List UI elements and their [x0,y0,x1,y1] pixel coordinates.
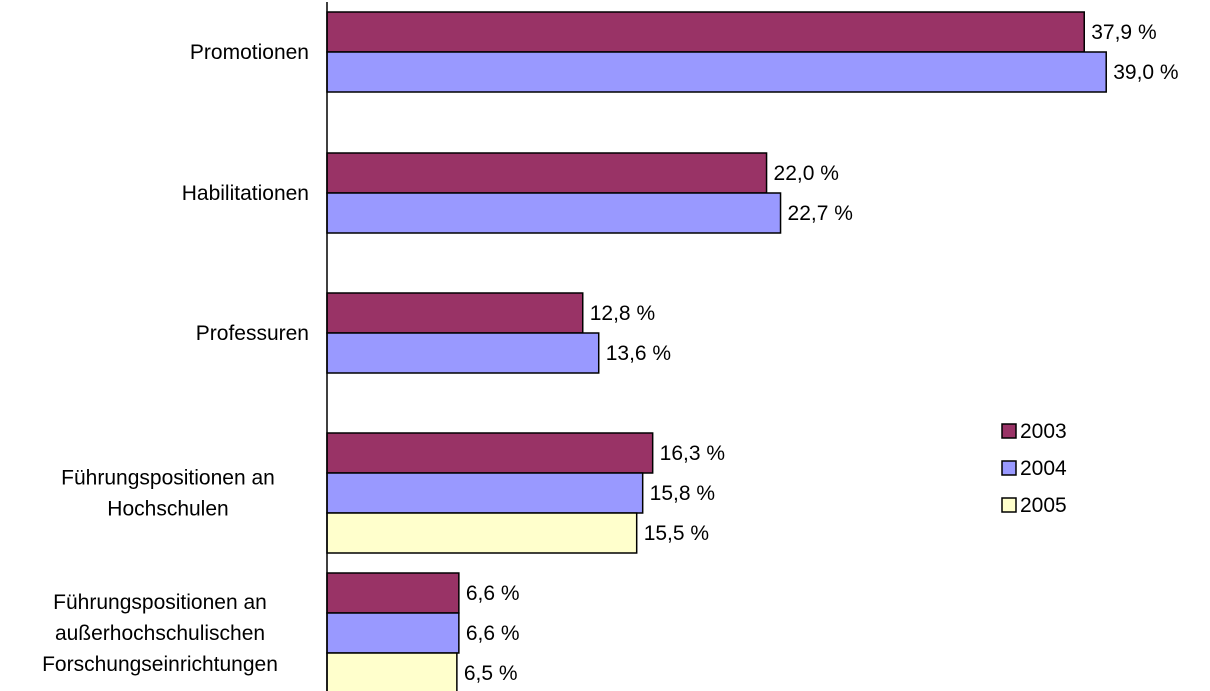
bar-2003-1 [326,11,1085,53]
bar-2005-4 [326,512,638,554]
data-label-2004-2: 22,7 % [788,202,853,225]
data-labels-layer: 37,9 % 39,0 % 22,0 % 22,7 % 12,8 % 13,6 % 16,3… [464,21,1179,685]
bars-layer [326,11,1107,691]
data-label-2004-5: 6,6 % [466,622,520,645]
data-label-2003-1: 37,9 % [1091,21,1156,44]
bar-2004-2 [326,192,782,234]
legend-swatch-2005 [1001,497,1017,513]
category-label-3-line-1: Professuren [196,322,309,345]
data-label-2005-5: 6,5 % [464,662,518,685]
category-labels-layer: Promotionen Habilitationen Professuren Führ… [42,41,309,676]
bar-2003-4 [326,432,654,474]
category-label-1-line-1: Promotionen [190,41,309,64]
category-label-4-line-2: Hochschulen [107,498,228,521]
data-label-2003-4: 16,3 % [660,442,725,465]
data-label-2004-3: 13,6 % [606,342,671,365]
data-label-2003-3: 12,8 % [590,302,655,325]
bar-2004-3 [326,332,600,374]
bar-2004-1 [326,51,1107,93]
legend-label-2005: 2005 [1020,494,1067,517]
legend-label-2004: 2004 [1020,457,1067,480]
data-label-2003-5: 6,6 % [466,582,520,605]
category-label-5-line-3: Forschungseinrichtungen [42,653,278,676]
legend-label-2003: 2003 [1020,420,1067,443]
data-label-2004-4: 15,8 % [650,482,715,505]
bar-2005-5 [326,652,458,691]
legend-swatch-2004 [1001,460,1017,476]
category-label-4-line-1: Führungspositionen an [61,467,275,490]
category-label-5-line-2: außerhochschulischen [55,622,265,645]
bar-2003-2 [326,152,768,194]
bar-2004-4 [326,472,644,514]
legend-swatch-2003 [1001,423,1017,439]
data-label-2004-1: 39,0 % [1113,61,1178,84]
data-label-2003-2: 22,0 % [774,162,839,185]
category-label-2-line-1: Habilitationen [182,182,309,205]
legend: 2003 2004 2005 [1001,420,1067,517]
bar-2004-5 [326,612,460,654]
category-label-5-line-1: Führungspositionen an [53,591,267,614]
data-label-2005-4: 15,5 % [644,522,709,545]
bar-2003-3 [326,292,584,334]
bar-2003-5 [326,572,460,614]
